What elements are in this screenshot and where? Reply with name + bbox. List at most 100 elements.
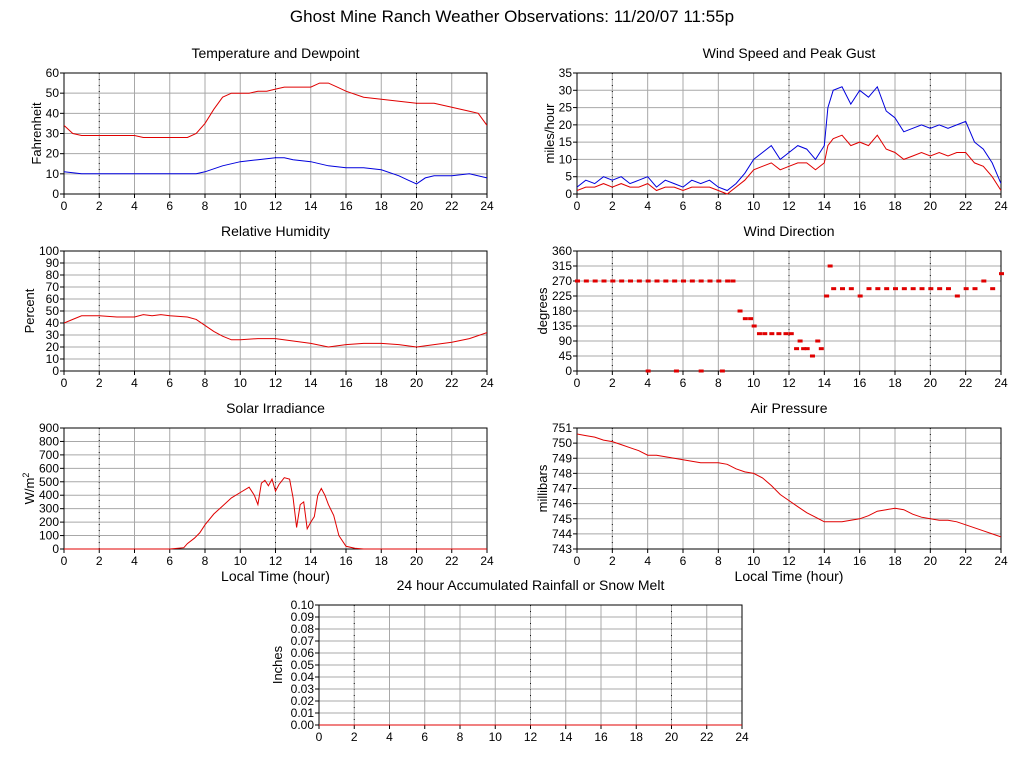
x-tick-label: 20 (924, 199, 938, 213)
series-line-0 (64, 314, 487, 348)
y-axis-label-text: miles/hour (542, 103, 557, 164)
x-tick-label: 14 (818, 554, 832, 568)
data-point (919, 287, 925, 291)
x-tick-label: 6 (166, 554, 173, 568)
data-point (801, 347, 807, 351)
x-tick-label: 14 (304, 554, 318, 568)
x-tick-label: 4 (131, 376, 138, 390)
x-tick-label: 2 (609, 199, 616, 213)
x-tick-label: 4 (644, 554, 651, 568)
x-tick-label: 6 (421, 730, 428, 744)
y-axis-label-text: Percent (22, 288, 37, 333)
x-tick-label: 18 (375, 199, 389, 213)
x-tick-label: 0 (574, 554, 581, 568)
data-point (654, 279, 660, 283)
x-tick-label: 12 (782, 376, 796, 390)
x-tick-label: 16 (339, 376, 353, 390)
y-tick-label: 500 (39, 475, 59, 489)
data-point (981, 279, 987, 283)
data-point (875, 287, 881, 291)
x-tick-label: 18 (375, 376, 389, 390)
rainfall-chart: 24 hour Accumulated Rainfall or Snow Mel… (270, 577, 749, 744)
x-tick-label: 18 (888, 376, 902, 390)
y-axis-label-text: Fahrenheit (29, 102, 44, 165)
x-tick-label: 8 (202, 554, 209, 568)
x-tick-label: 0 (61, 199, 68, 213)
x-tick-label: 2 (609, 376, 616, 390)
x-tick-label: 20 (924, 554, 938, 568)
data-point (663, 279, 669, 283)
data-point (719, 369, 725, 373)
data-point (804, 347, 810, 351)
y-tick-label: 20 (46, 147, 60, 161)
x-tick-label: 16 (339, 199, 353, 213)
x-tick-label: 4 (644, 376, 651, 390)
data-point (610, 279, 616, 283)
y-tick-label: 20 (46, 340, 60, 354)
x-tick-label: 8 (457, 730, 464, 744)
data-point (824, 294, 830, 298)
y-tick-label: 747 (552, 482, 572, 496)
x-tick-label: 24 (994, 376, 1008, 390)
x-tick-label: 12 (524, 730, 538, 744)
x-tick-label: 18 (888, 199, 902, 213)
data-point (645, 279, 651, 283)
x-tick-label: 18 (375, 554, 389, 568)
y-tick-label: 270 (552, 274, 572, 288)
x-tick-label: 12 (269, 554, 283, 568)
chart-title: Solar Irradiance (226, 400, 325, 416)
data-point (707, 279, 713, 283)
y-tick-label: 0.10 (291, 598, 315, 612)
x-tick-label: 6 (680, 554, 687, 568)
y-axis-label-text: degrees (535, 287, 550, 334)
x-tick-label: 14 (818, 376, 832, 390)
y-tick-label: 0.07 (291, 634, 315, 648)
x-tick-label: 22 (959, 554, 973, 568)
x-tick-label: 20 (410, 199, 424, 213)
data-point (748, 317, 754, 321)
y-tick-label: 60 (46, 66, 60, 80)
y-tick-label: 743 (552, 542, 572, 556)
data-point (831, 287, 837, 291)
x-tick-label: 12 (269, 199, 283, 213)
y-tick-label: 0 (565, 187, 572, 201)
data-point (884, 287, 890, 291)
x-tick-label: 6 (166, 199, 173, 213)
y-tick-label: 0.03 (291, 682, 315, 696)
data-point (716, 279, 722, 283)
x-tick-label: 2 (96, 376, 103, 390)
data-point (818, 347, 824, 351)
data-point (788, 332, 794, 336)
x-tick-label: 8 (202, 376, 209, 390)
x-tick-label: 16 (853, 199, 867, 213)
x-tick-label: 6 (680, 376, 687, 390)
x-tick-label: 14 (559, 730, 573, 744)
data-point (776, 332, 782, 336)
x-axis-label: Local Time (hour) (221, 568, 330, 584)
y-tick-label: 10 (559, 152, 573, 166)
x-tick-label: 18 (630, 730, 644, 744)
y-tick-label: 0.01 (291, 706, 315, 720)
data-point (937, 287, 943, 291)
x-tick-label: 10 (747, 376, 761, 390)
y-tick-label: 70 (46, 280, 60, 294)
y-tick-label: 100 (39, 244, 59, 258)
y-tick-label: 15 (559, 135, 573, 149)
x-tick-label: 10 (234, 554, 248, 568)
y-tick-label: 0.00 (291, 718, 315, 732)
x-tick-label: 24 (994, 554, 1008, 568)
data-point (809, 354, 815, 358)
chart-title: Relative Humidity (221, 223, 330, 239)
y-tick-label: 746 (552, 497, 572, 511)
data-point (673, 369, 679, 373)
data-point (730, 279, 736, 283)
data-point (797, 339, 803, 343)
y-tick-label: 700 (39, 448, 59, 462)
x-tick-label: 14 (818, 199, 832, 213)
data-point (972, 287, 978, 291)
y-tick-label: 80 (46, 268, 60, 282)
